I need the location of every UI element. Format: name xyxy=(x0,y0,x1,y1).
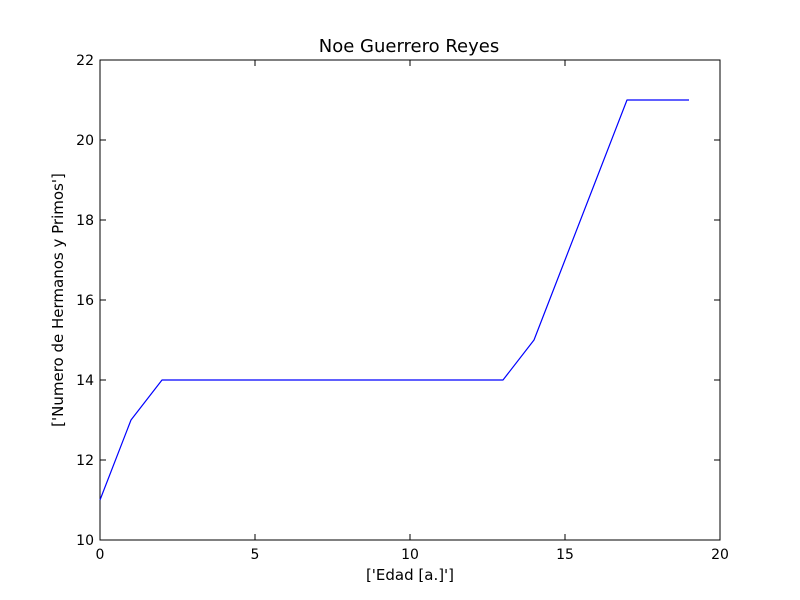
plot-area-frame xyxy=(99,59,721,541)
y-tick-label-6: 22 xyxy=(76,53,94,69)
y-tick-label-1: 12 xyxy=(76,453,94,469)
y-tick-label-2: 14 xyxy=(76,373,94,389)
x-tick-label-3: 15 xyxy=(556,547,574,563)
x-tick-label-0: 0 xyxy=(96,547,105,563)
y-tick-label-0: 10 xyxy=(76,533,94,549)
data-series xyxy=(99,99,689,501)
x-tick-label-1: 5 xyxy=(251,547,260,563)
x-tick-label-2: 10 xyxy=(401,547,419,563)
y-tick-label-5: 20 xyxy=(76,133,94,149)
series-line-0 xyxy=(99,99,689,501)
x-tick-label-4: 20 xyxy=(711,547,729,563)
y-axis-label: ['Numero de Hermanos y Primos'] xyxy=(49,173,67,427)
y-tick-label-4: 18 xyxy=(76,213,94,229)
axis-tick-labels: 0 5 10 15 20 10 12 14 16 18 20 22 xyxy=(76,53,729,563)
axis-ticks xyxy=(99,59,721,541)
x-axis-label: ['Edad [a.]'] xyxy=(366,566,454,584)
y-tick-label-3: 16 xyxy=(76,293,94,309)
chart-title: Noe Guerrero Reyes xyxy=(319,36,499,57)
